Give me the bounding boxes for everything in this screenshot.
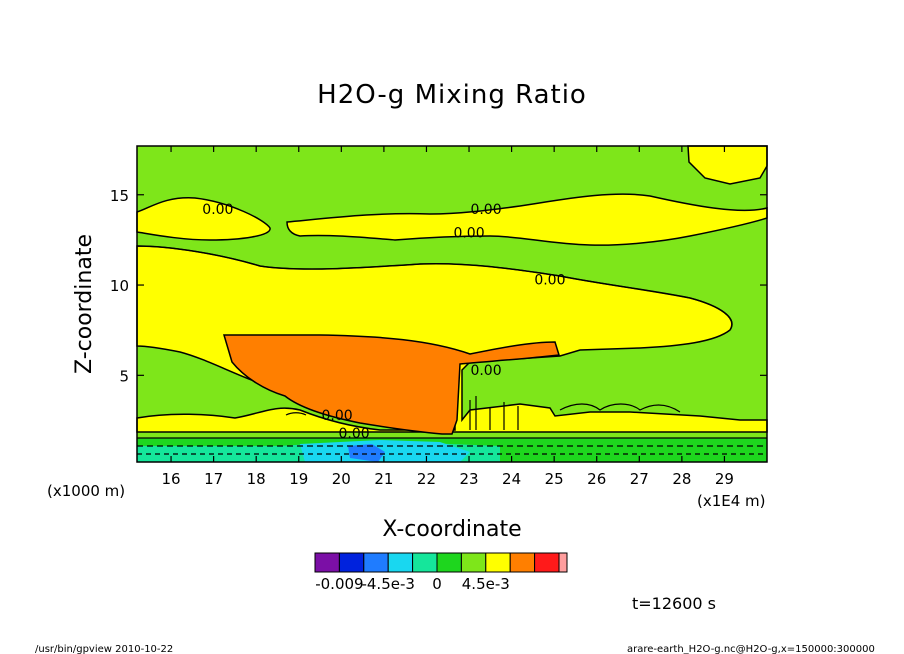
contour-lines <box>136 245 767 455</box>
y-tick-label: 15 <box>110 187 129 205</box>
contour-label: 0.00 <box>339 426 370 442</box>
colorbar-tick-label: 4.5e-3 <box>462 575 510 593</box>
colorbar-box <box>485 552 511 573</box>
x-tick-label: 16 <box>162 470 181 488</box>
contour-label: 0.00 <box>470 202 501 218</box>
colorbar-box <box>387 552 414 573</box>
y-axis-label: Z-coordinate <box>72 234 97 374</box>
x-tick-label: 22 <box>417 470 436 488</box>
colorbar: -0.009-4.5e-3 0 4.5e-3 <box>314 552 568 593</box>
time-label: t=12600 s <box>632 594 716 613</box>
footer-right: arare-earth_H2O-g.nc@H2O-g,x=150000:3000… <box>627 644 875 654</box>
x-tick-label: 20 <box>332 470 351 488</box>
x-tick-label: 19 <box>289 470 308 488</box>
colorbar-box <box>460 552 487 573</box>
y-tick-label: 5 <box>119 367 129 385</box>
upper-band-yellow-region <box>286 193 768 246</box>
contour-fills <box>136 145 768 462</box>
colorbar-box <box>534 552 560 573</box>
x-unit-right: (x1E4 m) <box>697 492 766 510</box>
x-tick-label: 21 <box>374 470 393 488</box>
colorbar-box <box>314 552 340 573</box>
contour-label: 0.00 <box>453 226 484 242</box>
colorbar-box <box>338 552 365 573</box>
contour-line <box>285 412 307 416</box>
contour-line <box>136 245 733 331</box>
x-tick-label: 17 <box>204 470 223 488</box>
contour-label: 0.00 <box>534 273 565 289</box>
colorbar-tick-label: -4.5e-3 <box>361 575 414 593</box>
colorbar-box <box>363 552 389 573</box>
x-tick-label: 29 <box>715 470 734 488</box>
contour-line <box>469 396 519 430</box>
x-tick-label: 27 <box>630 470 649 488</box>
x-tick-label: 25 <box>545 470 564 488</box>
x-unit-left: (x1000 m) <box>47 482 125 500</box>
chart-title: H2O-g Mixing Ratio <box>317 80 587 110</box>
y-axis: 5 10 15 <box>110 187 767 385</box>
x-tick-label: 18 <box>247 470 266 488</box>
x-tick-label: 28 <box>672 470 691 488</box>
colorbar-box <box>436 552 462 573</box>
footer-left: /usr/bin/gpview 2010-10-22 <box>35 644 173 654</box>
colorbar-box <box>558 552 568 573</box>
x-axis: 16 17 18 19 20 21 22 23 24 25 26 27 28 29 <box>162 146 734 488</box>
blue-lower-region <box>348 444 385 462</box>
upper-layer-yellow-region <box>136 197 271 241</box>
colorbar-tick-label: 0 <box>432 575 442 593</box>
contour-label: 0.00 <box>202 202 233 218</box>
colorbar-tick-label: -0.009 <box>315 575 363 593</box>
orange-core-region <box>222 334 560 435</box>
x-axis-label: X-coordinate <box>382 517 521 542</box>
colorbar-box <box>412 552 438 573</box>
colorbar-box <box>509 552 536 573</box>
x-tick-label: 24 <box>502 470 521 488</box>
contour-label: 0.00 <box>321 408 352 424</box>
x-tick-label: 23 <box>459 470 478 488</box>
y-tick-label: 10 <box>110 277 129 295</box>
contour-labels: 0.00 0.00 0.00 0.00 0.00 0.00 0.00 <box>202 202 565 442</box>
contour-line <box>559 403 681 413</box>
contour-label: 0.00 <box>470 363 501 379</box>
plot-frame <box>136 145 768 463</box>
x-tick-label: 26 <box>587 470 606 488</box>
